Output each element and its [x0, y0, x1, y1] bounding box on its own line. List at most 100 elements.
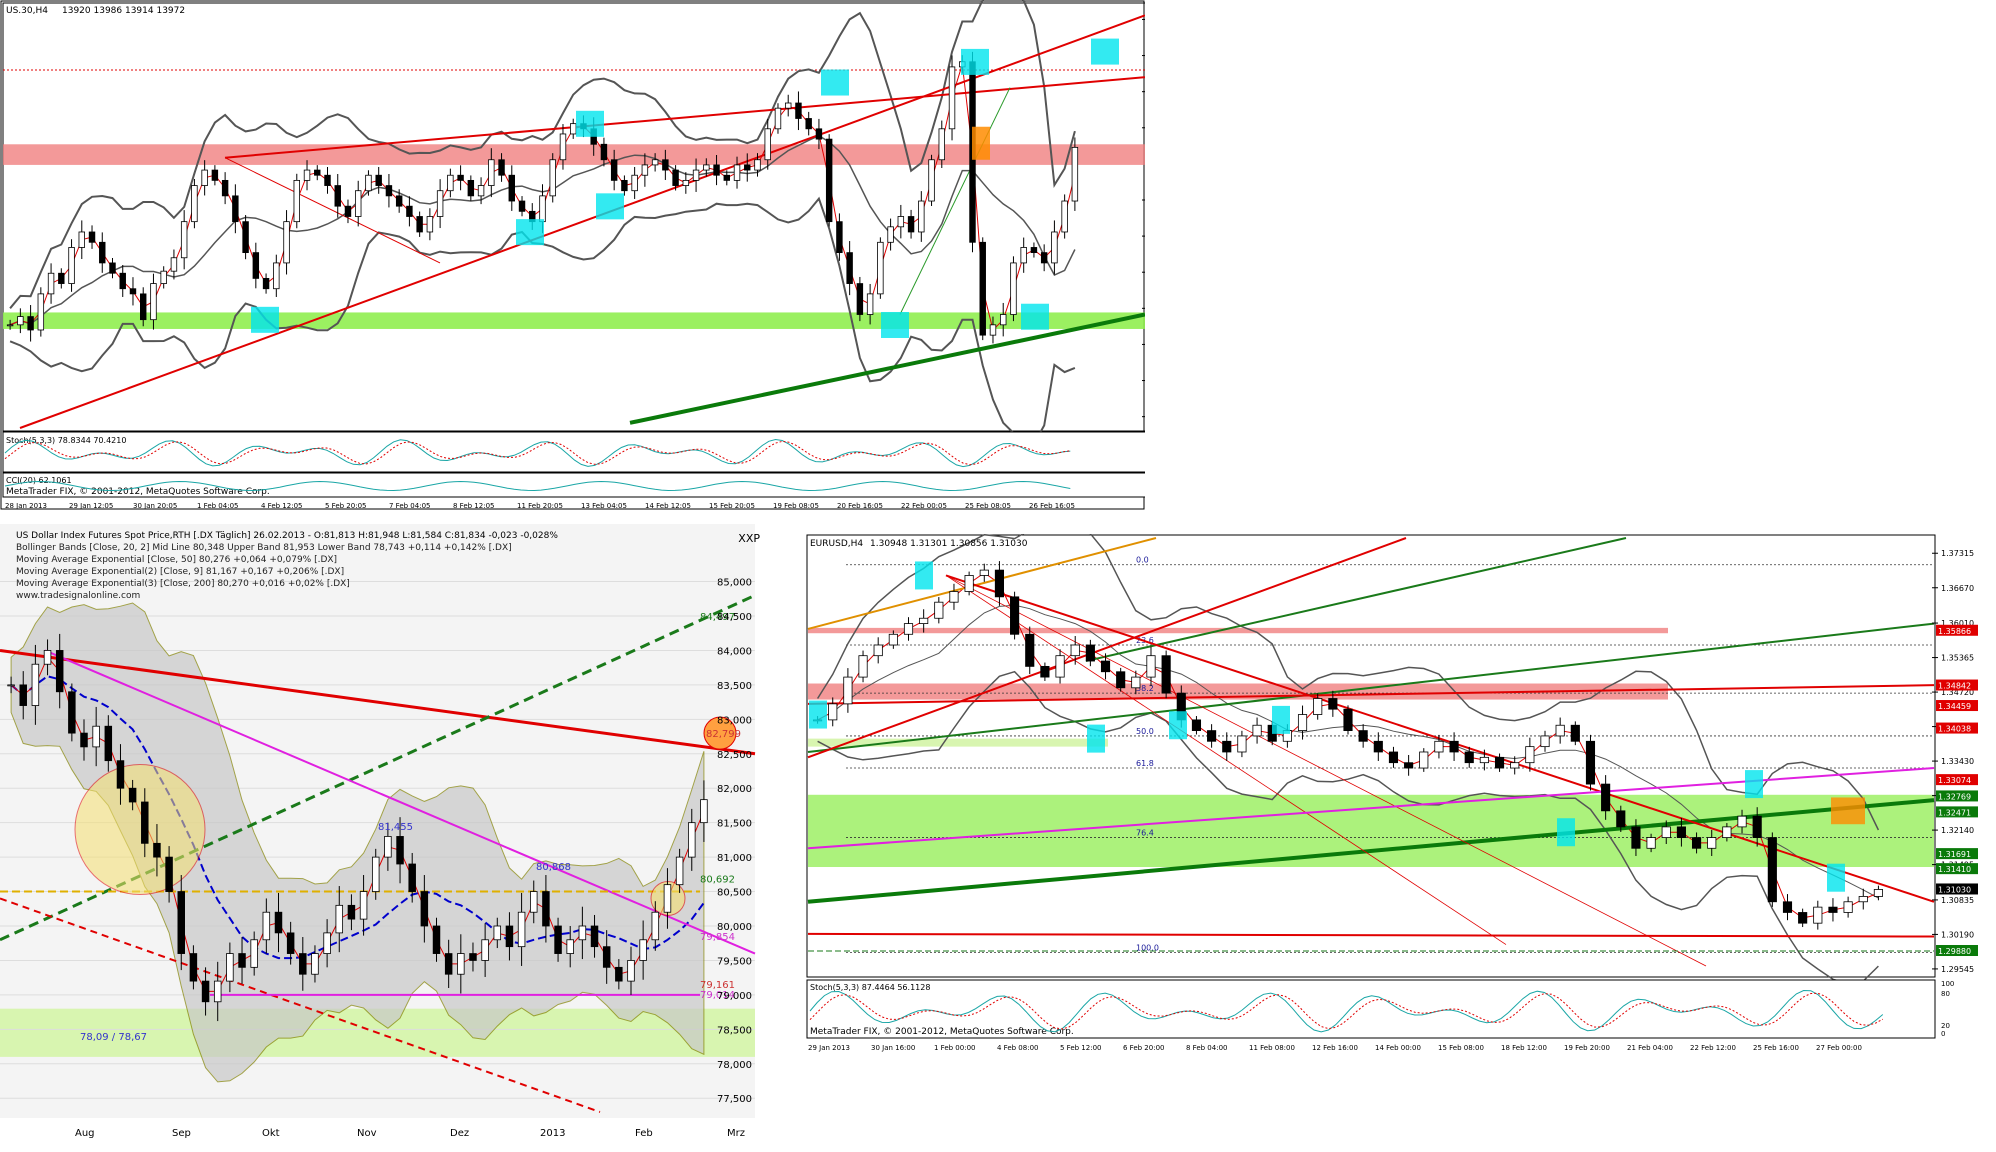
dx-candle — [663, 884, 672, 913]
us30-x-label: 4 Feb 12:05 — [261, 502, 302, 510]
dx-header-line: Moving Average Exponential(3) [Close, 20… — [16, 579, 350, 589]
eurusd-support-red — [807, 932, 1935, 938]
eurusd-price-tag-label: 1.31691 — [1938, 850, 1971, 859]
us30-candle — [395, 195, 403, 207]
us30-candle — [78, 231, 86, 248]
eurusd-candle — [1479, 756, 1489, 764]
dx-y-tick-label: 80,000 — [717, 922, 752, 933]
dx-candle — [286, 932, 295, 954]
dx-candle — [116, 760, 125, 789]
us30-candle — [559, 133, 567, 161]
us30-x-label: 25 Feb 08:05 — [965, 502, 1011, 510]
dx-chart-svg[interactable]: 84,497 82,799 81,455 80,868 80,692 79,854 79,1… — [0, 524, 760, 1148]
us30-candle — [99, 241, 106, 264]
eurusd-fib-label: 50.0 — [1136, 727, 1154, 736]
dx-annotation: 79,854 — [700, 932, 735, 943]
dx-x-label: Aug — [75, 1128, 95, 1139]
dx-candle — [639, 939, 647, 961]
us30-candle — [723, 174, 731, 181]
eurusd-price-tag-label: 1.34459 — [1938, 702, 1971, 711]
us30-candle — [1010, 262, 1017, 315]
us30-candle — [385, 185, 393, 197]
eurusd-candle — [858, 655, 868, 678]
us30-orange-marker — [972, 126, 990, 160]
us30-trendline-red-2 — [224, 76, 1146, 159]
us30-candle — [324, 174, 331, 186]
eurusd-price-tag — [1936, 774, 1978, 786]
dx-candle — [542, 891, 550, 927]
eurusd-candle — [1419, 751, 1429, 769]
eurusd-candle — [1540, 735, 1550, 748]
eurusd-candle — [949, 591, 959, 603]
eurusd-candle — [1116, 671, 1126, 689]
eurusd-x-label: 6 Feb 20:00 — [1123, 1044, 1164, 1052]
us30-candle — [846, 252, 853, 284]
eurusd-candle — [1191, 719, 1202, 731]
dx-y-tick-label: 79,000 — [717, 991, 752, 1002]
us30-candle — [641, 164, 649, 176]
us30-signal-marker — [821, 69, 849, 96]
us30-candle — [139, 293, 147, 321]
eurusd-candle — [1373, 740, 1383, 753]
eurusd-x-label: 21 Feb 04:00 — [1627, 1044, 1673, 1052]
eurusd-price-tag-label: 1.32471 — [1938, 808, 1971, 817]
dx-candle — [457, 953, 465, 975]
eurusd-candle — [1737, 815, 1747, 828]
eurusd-signal-marker — [1087, 724, 1105, 753]
eurusd-y-tick-label: 1.36010 — [1941, 619, 1974, 628]
dx-candle — [517, 911, 526, 948]
dx-candle — [226, 953, 234, 982]
us30-x-label: 7 Feb 04:05 — [389, 502, 430, 510]
dx-candle — [432, 925, 441, 954]
dx-candle — [262, 911, 271, 941]
eurusd-candle — [1085, 644, 1095, 662]
eurusd-candle — [1434, 740, 1444, 753]
eurusd-candle — [1404, 762, 1414, 769]
eurusd-candle — [903, 623, 914, 635]
us30-candle — [979, 241, 986, 336]
eurusd-price-tag-label: 1.33074 — [1938, 776, 1971, 785]
us30-candle — [877, 241, 884, 295]
us30-candle — [180, 221, 188, 259]
eurusd-price-tag — [1936, 883, 1978, 895]
us30-candle — [477, 185, 485, 197]
eurusd-copyright: MetaTrader FIX, © 2001-2012, MetaQuotes … — [810, 1027, 1074, 1037]
us30-x-label: 26 Feb 16:05 — [1029, 502, 1075, 510]
us30-chart-svg[interactable]: 1409614061140261399113921138861385113816… — [0, 0, 1181, 510]
us30-candle — [150, 283, 157, 321]
eurusd-signal-marker — [1169, 711, 1187, 740]
eurusd-x-label: 27 Feb 00:00 — [1816, 1044, 1862, 1052]
dx-trendline-green-dashed — [0, 593, 756, 942]
us30-candle — [303, 169, 311, 181]
eurusd-x-label: 8 Feb 04:00 — [1186, 1044, 1227, 1052]
us30-trendline-green — [629, 312, 1146, 425]
eurusd-candle — [1343, 708, 1353, 731]
eurusd-candle — [1222, 740, 1232, 753]
dx-annotation: 78,09 / 78,67 — [80, 1032, 147, 1043]
us30-signal-marker — [596, 193, 624, 220]
eurusd-x-label: 14 Feb 00:00 — [1375, 1044, 1421, 1052]
eurusd-y-tick-label: 1.30190 — [1941, 930, 1974, 939]
eurusd-fib-label: 38.2 — [1136, 684, 1154, 693]
eurusd-fib-label: 76.4 — [1136, 829, 1154, 838]
dx-candle — [201, 980, 210, 1003]
us30-candle — [467, 179, 475, 197]
us30-candle — [129, 288, 137, 295]
us30-x-label: 14 Feb 12:05 — [645, 502, 691, 510]
dx-candle — [141, 801, 149, 844]
eurusd-y-tick-label: 1.36670 — [1941, 584, 1974, 593]
us30-candle — [918, 200, 925, 233]
eurusd-x-label: 1 Feb 00:00 — [934, 1044, 975, 1052]
dx-y-tick-label: 77,500 — [717, 1094, 752, 1105]
eurusd-trendline-green-3 — [1085, 537, 1627, 663]
eurusd-candle — [1525, 746, 1535, 764]
eurusd-trendline-green-2 — [807, 622, 1935, 753]
dx-annotation: 84,497 — [700, 612, 735, 623]
dx-candle — [700, 799, 708, 824]
us30-candle — [549, 159, 556, 197]
eurusd-trendline-red-2 — [807, 684, 1935, 705]
us30-candle — [47, 272, 55, 295]
us30-signal-marker — [1091, 38, 1119, 65]
us30-ohlc-label: 13920 13986 13914 13972 — [62, 6, 185, 16]
